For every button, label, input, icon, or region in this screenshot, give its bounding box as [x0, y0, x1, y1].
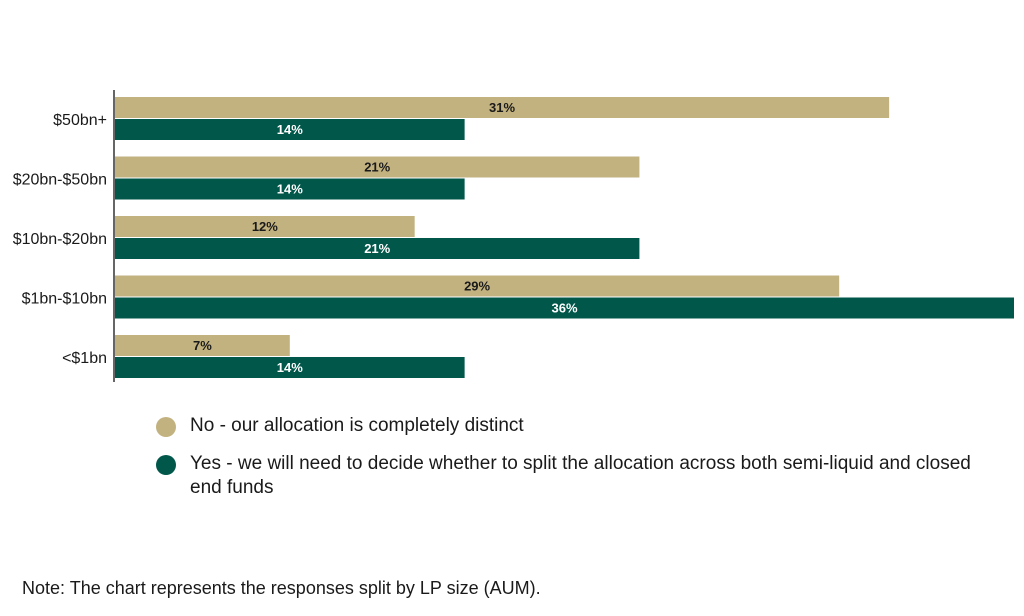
value-label-no-1: 21%	[364, 160, 390, 175]
chart-area: 31% 14% 21% 14% 12% 21% 29% 36% 7% 14% $50bn+ $20b…	[13, 90, 1014, 382]
category-labels-group: $50bn+ $20bn-$50bn $10bn-$20bn $1bn-$10bn <$…	[13, 112, 107, 367]
value-label-yes-4: 14%	[277, 360, 303, 375]
bar-no-0	[115, 97, 890, 118]
bars-group	[115, 97, 1014, 378]
value-label-yes-0: 14%	[277, 122, 303, 137]
bar-no-2	[115, 216, 415, 237]
bar-yes-3	[115, 297, 1014, 319]
bar-yes-2	[115, 238, 640, 259]
legend-swatch-yes	[156, 455, 176, 475]
chart-note: Note: The chart represents the responses…	[22, 578, 541, 598]
legend-item-yes: Yes - we will need to decide whether to …	[156, 452, 976, 500]
legend-item-no: No - our allocation is completely distin…	[156, 414, 976, 438]
value-label-no-0: 31%	[489, 100, 515, 115]
category-label-1: $20bn-$50bn	[13, 172, 107, 189]
legend: No - our allocation is completely distin…	[156, 414, 976, 514]
bar-no-1	[115, 156, 640, 178]
value-label-yes-3: 36%	[551, 301, 577, 316]
bar-yes-4	[115, 357, 465, 378]
category-label-4: <$1bn	[62, 350, 107, 367]
legend-swatch-no	[156, 417, 176, 437]
value-label-no-3: 29%	[464, 279, 490, 294]
bar-no-4	[115, 335, 290, 356]
value-label-no-4: 7%	[193, 338, 212, 353]
legend-label-yes: Yes - we will need to decide whether to …	[190, 453, 971, 498]
bar-yes-1	[115, 178, 465, 200]
value-label-yes-1: 14%	[277, 182, 303, 197]
bar-chart: 31% 14% 21% 14% 12% 21% 29% 36% 7% 14% $50bn+ $20b…	[13, 90, 1014, 382]
value-label-no-2: 12%	[252, 219, 278, 234]
value-label-yes-2: 21%	[364, 241, 390, 256]
bar-no-3	[115, 275, 840, 297]
legend-label-no: No - our allocation is completely distin…	[190, 415, 524, 436]
category-label-3: $1bn-$10bn	[22, 291, 107, 308]
bar-yes-0	[115, 119, 465, 140]
category-label-0: $50bn+	[53, 112, 107, 129]
category-label-2: $10bn-$20bn	[13, 231, 107, 248]
value-labels-group: 31% 14% 21% 14% 12% 21% 29% 36% 7% 14%	[193, 100, 578, 375]
